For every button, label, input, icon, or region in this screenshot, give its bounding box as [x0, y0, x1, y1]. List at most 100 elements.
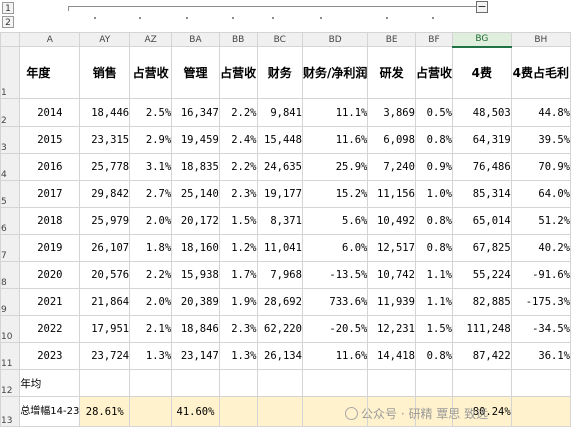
row-header-11[interactable]: 11	[0, 342, 21, 370]
row-header-9[interactable]: 9	[0, 288, 21, 316]
data-cell-bc-8[interactable]: 7,968	[256, 261, 303, 289]
data-cell-ba-2[interactable]: 16,347	[171, 98, 220, 127]
avg-cell-bc[interactable]	[256, 369, 303, 397]
row-header-10[interactable]: 10	[0, 315, 21, 343]
data-cell-bh-5[interactable]: 64.0%	[510, 180, 571, 208]
data-cell-a-5[interactable]: 2017	[19, 180, 81, 208]
growth-cell-bh[interactable]	[510, 396, 571, 427]
data-cell-bb-10[interactable]: 2.3%	[218, 315, 258, 343]
data-cell-bg-2[interactable]: 48,503	[451, 98, 512, 127]
column-header-bh[interactable]: BH	[510, 32, 571, 47]
data-cell-bc-3[interactable]: 15,448	[256, 126, 303, 154]
data-cell-bd-10[interactable]: -20.5%	[301, 315, 369, 343]
data-cell-bd-11[interactable]: 11.6%	[301, 342, 369, 370]
header-cell-ba[interactable]: 管理	[171, 46, 220, 99]
data-cell-bf-6[interactable]: 0.8%	[414, 207, 453, 235]
growth-cell-bf[interactable]	[414, 396, 453, 427]
data-cell-az-4[interactable]: 3.1%	[129, 153, 173, 181]
avg-label-cell[interactable]: 年均	[19, 369, 81, 397]
data-cell-be-3[interactable]: 6,098	[367, 126, 416, 154]
data-cell-bd-7[interactable]: 6.0%	[301, 234, 369, 262]
column-header-a[interactable]: A	[19, 32, 81, 47]
data-cell-bf-2[interactable]: 0.5%	[414, 98, 453, 127]
data-cell-az-2[interactable]: 2.5%	[129, 98, 173, 127]
data-cell-bg-4[interactable]: 76,486	[451, 153, 512, 181]
data-cell-bh-6[interactable]: 51.2%	[510, 207, 571, 235]
avg-cell-bd[interactable]	[301, 369, 369, 397]
row-header-1[interactable]: 1	[0, 46, 21, 99]
growth-cell-bb[interactable]	[218, 396, 258, 427]
data-cell-ay-11[interactable]: 23,724	[79, 342, 131, 370]
data-cell-bd-4[interactable]: 25.9%	[301, 153, 369, 181]
data-cell-bg-9[interactable]: 82,885	[451, 288, 512, 316]
growth-label-cell[interactable]: 总增幅14-23	[19, 396, 81, 427]
header-cell-bc[interactable]: 财务	[256, 46, 303, 99]
row-header-13[interactable]: 13	[0, 396, 21, 427]
row-header-5[interactable]: 5	[0, 180, 21, 208]
data-cell-bb-3[interactable]: 2.4%	[218, 126, 258, 154]
column-header-ba[interactable]: BA	[171, 32, 220, 47]
row-header-4[interactable]: 4	[0, 153, 21, 181]
growth-cell-ba[interactable]: 41.60%	[171, 396, 220, 427]
data-cell-bc-10[interactable]: 62,220	[256, 315, 303, 343]
data-cell-ba-7[interactable]: 18,160	[171, 234, 220, 262]
growth-cell-bc[interactable]	[256, 396, 303, 427]
data-cell-bf-8[interactable]: 1.1%	[414, 261, 453, 289]
data-cell-bf-5[interactable]: 1.0%	[414, 180, 453, 208]
data-cell-a-2[interactable]: 2014	[19, 98, 81, 127]
data-cell-bf-10[interactable]: 1.5%	[414, 315, 453, 343]
data-cell-bg-5[interactable]: 85,314	[451, 180, 512, 208]
avg-cell-ay[interactable]	[79, 369, 131, 397]
data-cell-be-9[interactable]: 11,939	[367, 288, 416, 316]
column-header-be[interactable]: BE	[367, 32, 416, 47]
header-cell-az[interactable]: 占营收	[129, 46, 173, 99]
row-header-6[interactable]: 6	[0, 207, 21, 235]
growth-cell-be[interactable]	[367, 396, 416, 427]
data-cell-bh-7[interactable]: 40.2%	[510, 234, 571, 262]
data-cell-bh-11[interactable]: 36.1%	[510, 342, 571, 370]
data-cell-a-6[interactable]: 2018	[19, 207, 81, 235]
data-cell-bf-11[interactable]: 0.8%	[414, 342, 453, 370]
row-header-8[interactable]: 8	[0, 261, 21, 289]
column-header-bf[interactable]: BF	[414, 32, 453, 47]
data-cell-ba-6[interactable]: 20,172	[171, 207, 220, 235]
data-cell-a-9[interactable]: 2021	[19, 288, 81, 316]
data-cell-ay-3[interactable]: 23,315	[79, 126, 131, 154]
data-cell-bh-8[interactable]: -91.6%	[510, 261, 571, 289]
avg-cell-ba[interactable]	[171, 369, 220, 397]
growth-cell-ay[interactable]: 28.61%	[79, 396, 131, 427]
data-cell-bh-2[interactable]: 44.8%	[510, 98, 571, 127]
data-cell-a-3[interactable]: 2015	[19, 126, 81, 154]
header-cell-bd[interactable]: 财务/净利润	[301, 46, 369, 99]
header-cell-a[interactable]: 年度	[19, 46, 81, 99]
data-cell-bh-10[interactable]: -34.5%	[510, 315, 571, 343]
header-cell-bf[interactable]: 占营收	[414, 46, 453, 99]
row-header-12[interactable]: 12	[0, 369, 21, 397]
data-cell-bc-4[interactable]: 24,635	[256, 153, 303, 181]
data-cell-bf-7[interactable]: 0.8%	[414, 234, 453, 262]
data-cell-be-10[interactable]: 12,231	[367, 315, 416, 343]
data-cell-be-6[interactable]: 10,492	[367, 207, 416, 235]
data-cell-be-2[interactable]: 3,869	[367, 98, 416, 127]
data-cell-az-5[interactable]: 2.7%	[129, 180, 173, 208]
avg-cell-be[interactable]	[367, 369, 416, 397]
data-cell-az-11[interactable]: 1.3%	[129, 342, 173, 370]
data-cell-bg-8[interactable]: 55,224	[451, 261, 512, 289]
data-cell-bc-9[interactable]: 28,692	[256, 288, 303, 316]
data-cell-bb-6[interactable]: 1.5%	[218, 207, 258, 235]
data-cell-ba-4[interactable]: 18,835	[171, 153, 220, 181]
data-cell-a-10[interactable]: 2022	[19, 315, 81, 343]
data-cell-bc-7[interactable]: 11,041	[256, 234, 303, 262]
header-cell-bb[interactable]: 占营收	[218, 46, 258, 99]
data-cell-bd-3[interactable]: 11.6%	[301, 126, 369, 154]
data-cell-a-8[interactable]: 2020	[19, 261, 81, 289]
header-cell-bg[interactable]: 4费	[451, 46, 512, 99]
data-cell-ay-7[interactable]: 26,107	[79, 234, 131, 262]
data-cell-a-4[interactable]: 2016	[19, 153, 81, 181]
data-cell-ba-5[interactable]: 25,140	[171, 180, 220, 208]
data-cell-be-8[interactable]: 10,742	[367, 261, 416, 289]
data-cell-az-6[interactable]: 2.0%	[129, 207, 173, 235]
column-header-bg[interactable]: BG	[451, 32, 512, 48]
data-cell-az-9[interactable]: 2.0%	[129, 288, 173, 316]
data-cell-bg-10[interactable]: 111,248	[451, 315, 512, 343]
